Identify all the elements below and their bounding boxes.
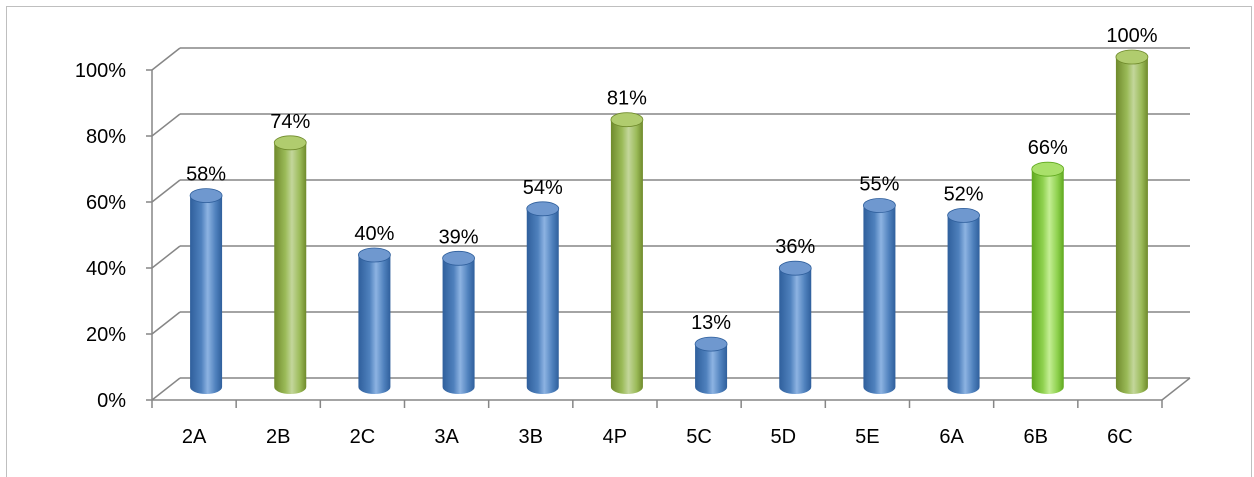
bar-top	[610, 112, 644, 128]
category-label-2A: 2A	[182, 426, 207, 448]
data-label-5E: 55%	[859, 174, 899, 196]
y-tick-label: 20%	[86, 324, 126, 346]
category-label-3A: 3A	[434, 426, 459, 448]
bar-body	[526, 208, 559, 395]
bar-top	[442, 250, 475, 266]
y-tick-label: 100%	[75, 60, 126, 82]
bar-6A	[947, 207, 980, 395]
y-axis-tick-labels: 0% 20% 40% 60% 80% 100%	[75, 60, 126, 412]
gridline-depth	[151, 179, 181, 203]
category-label-6B: 6B	[1024, 426, 1048, 448]
bar-2B	[273, 135, 307, 395]
bar-top	[778, 260, 812, 276]
bar-top	[863, 198, 896, 213]
bar-2C	[358, 247, 391, 395]
chart-frame	[6, 6, 1252, 477]
data-labels: 58% 74% 40% 39% 54% 81% 13% 36% 55% 52% 66% 100%	[186, 25, 1158, 334]
bar-body	[779, 268, 812, 395]
bar-body	[695, 344, 728, 395]
y-tick-label: 0%	[97, 390, 126, 412]
bar-3B	[526, 201, 560, 395]
bar-top	[358, 247, 391, 263]
bar-body	[274, 142, 307, 395]
data-label-2C: 40%	[354, 223, 394, 245]
bar-body	[190, 195, 223, 395]
data-label-2A: 58%	[186, 164, 226, 186]
y-tick-label: 60%	[86, 192, 126, 214]
gridline-depth	[151, 47, 181, 71]
bar-5C	[694, 336, 728, 395]
bars	[189, 49, 1149, 395]
bar-body	[442, 258, 475, 395]
data-label-6C: 100%	[1106, 25, 1157, 47]
gridline-depth	[151, 245, 181, 269]
axes	[146, 69, 1191, 408]
bar-5E	[863, 198, 896, 395]
x-axis-category-labels: 2A 2B 2C 3A 3B 4P 5C 5D 5E 6A 6B 6C	[182, 426, 1133, 448]
bar-3A	[442, 250, 475, 395]
category-label-2B: 2B	[266, 426, 290, 448]
category-label-3B: 3B	[519, 426, 543, 448]
bar-top	[273, 135, 307, 151]
data-label-5D: 36%	[775, 236, 815, 258]
data-label-2B: 74%	[270, 111, 310, 133]
category-label-6C: 6C	[1107, 426, 1133, 448]
bar-body	[610, 119, 643, 395]
category-label-5D: 5D	[770, 426, 796, 448]
bar-body	[863, 205, 896, 395]
gridline-depth	[151, 311, 181, 335]
bar-top	[189, 188, 223, 204]
bar-6B	[1031, 161, 1065, 395]
bar-top	[694, 336, 728, 352]
gridlines	[151, 47, 1190, 401]
bar-body	[1031, 169, 1064, 395]
data-label-3B: 54%	[523, 177, 563, 199]
bar-body	[947, 215, 980, 395]
data-label-5C: 13%	[691, 312, 731, 334]
floor-edge	[1161, 377, 1191, 401]
bar-top	[1031, 161, 1065, 177]
category-label-6A: 6A	[939, 426, 964, 448]
category-label-5C: 5C	[686, 426, 712, 448]
data-label-6A: 52%	[944, 183, 984, 205]
bar-2A	[189, 188, 223, 395]
bar-body	[1115, 57, 1148, 395]
y-tick-label: 80%	[86, 126, 126, 148]
y-tick-label: 40%	[86, 258, 126, 280]
bar-top	[947, 207, 980, 223]
data-label-3A: 39%	[439, 226, 479, 248]
data-label-4P: 81%	[607, 88, 647, 110]
category-label-2C: 2C	[350, 426, 376, 448]
bar-5D	[778, 260, 812, 395]
bar-top	[526, 201, 560, 217]
gridline-depth	[151, 377, 181, 401]
category-label-4P: 4P	[603, 426, 627, 448]
data-label-6B: 66%	[1028, 137, 1068, 159]
category-label-5E: 5E	[855, 426, 879, 448]
bar-top	[1115, 49, 1149, 65]
bar-6C	[1115, 49, 1149, 395]
bar-body	[358, 255, 391, 395]
gridline-depth	[151, 113, 181, 137]
bar-4P	[610, 112, 644, 395]
